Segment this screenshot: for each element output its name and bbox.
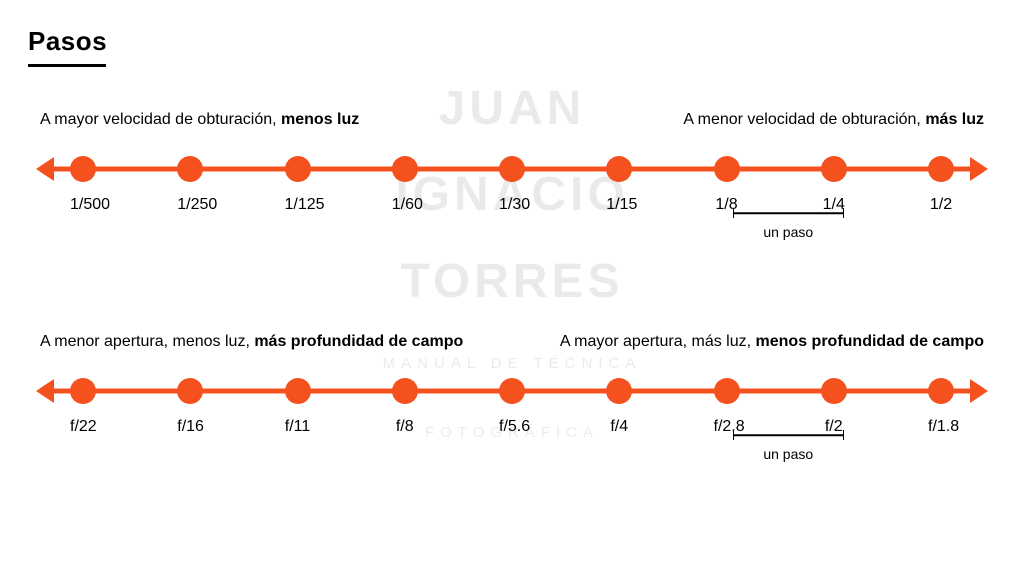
- tick-label: f/16: [177, 418, 203, 436]
- arrow-right-icon: [970, 379, 988, 403]
- axis-dot: [70, 378, 96, 404]
- axis-dot: [928, 156, 954, 182]
- tick-label: 1/500: [70, 196, 96, 214]
- axis-dot: [714, 156, 740, 182]
- scale-labels: A menor apertura, menos luz, más profund…: [40, 330, 984, 354]
- scale-group: A mayor velocidad de obturación, menos l…: [40, 108, 984, 214]
- axis-dot: [714, 378, 740, 404]
- axis-dots: [70, 376, 954, 406]
- scale-label-right: A mayor apertura, más luz, menos profund…: [560, 330, 984, 354]
- tick-label: f/1.8: [928, 418, 954, 436]
- axis-dot: [392, 156, 418, 182]
- scale-label-left: A menor apertura, menos luz, más profund…: [40, 330, 463, 354]
- step-label: un paso: [763, 446, 813, 462]
- title-underline: [28, 64, 106, 67]
- axis-dot: [392, 378, 418, 404]
- step-label: un paso: [763, 224, 813, 240]
- tick-label: f/11: [285, 418, 311, 436]
- axis: [40, 376, 984, 406]
- arrow-left-icon: [36, 157, 54, 181]
- scale-labels: A mayor velocidad de obturación, menos l…: [40, 108, 984, 132]
- tick-label: 1/15: [606, 196, 632, 214]
- tick-label: 1/125: [285, 196, 311, 214]
- page-title: Pasos: [28, 26, 107, 57]
- axis-dots: [70, 154, 954, 184]
- scale-group: A menor apertura, menos luz, más profund…: [40, 330, 984, 436]
- tick-label: f/8: [392, 418, 418, 436]
- tick-label: f/4: [606, 418, 632, 436]
- axis-dot: [499, 156, 525, 182]
- axis-dot: [821, 378, 847, 404]
- step-bracket: [733, 208, 844, 218]
- axis-dot: [70, 156, 96, 182]
- tick-label: 1/60: [392, 196, 418, 214]
- tick-label: f/22: [70, 418, 96, 436]
- tick-label: 1/250: [177, 196, 203, 214]
- tick-label: f/5.6: [499, 418, 525, 436]
- axis-dot: [606, 156, 632, 182]
- tick-label: 1/2: [928, 196, 954, 214]
- axis-dot: [928, 378, 954, 404]
- axis-dot: [499, 378, 525, 404]
- arrow-right-icon: [970, 157, 988, 181]
- scale-label-left: A mayor velocidad de obturación, menos l…: [40, 108, 359, 132]
- axis-dot: [177, 378, 203, 404]
- axis-dot: [606, 378, 632, 404]
- axis-dot: [821, 156, 847, 182]
- step-bracket: [733, 430, 844, 440]
- scale-label-right: A menor velocidad de obturación, más luz: [683, 108, 984, 132]
- axis-dot: [285, 156, 311, 182]
- axis-dot: [177, 156, 203, 182]
- axis-dot: [285, 378, 311, 404]
- arrow-left-icon: [36, 379, 54, 403]
- axis: [40, 154, 984, 184]
- tick-label: 1/30: [499, 196, 525, 214]
- watermark-line: TORRES: [383, 257, 642, 307]
